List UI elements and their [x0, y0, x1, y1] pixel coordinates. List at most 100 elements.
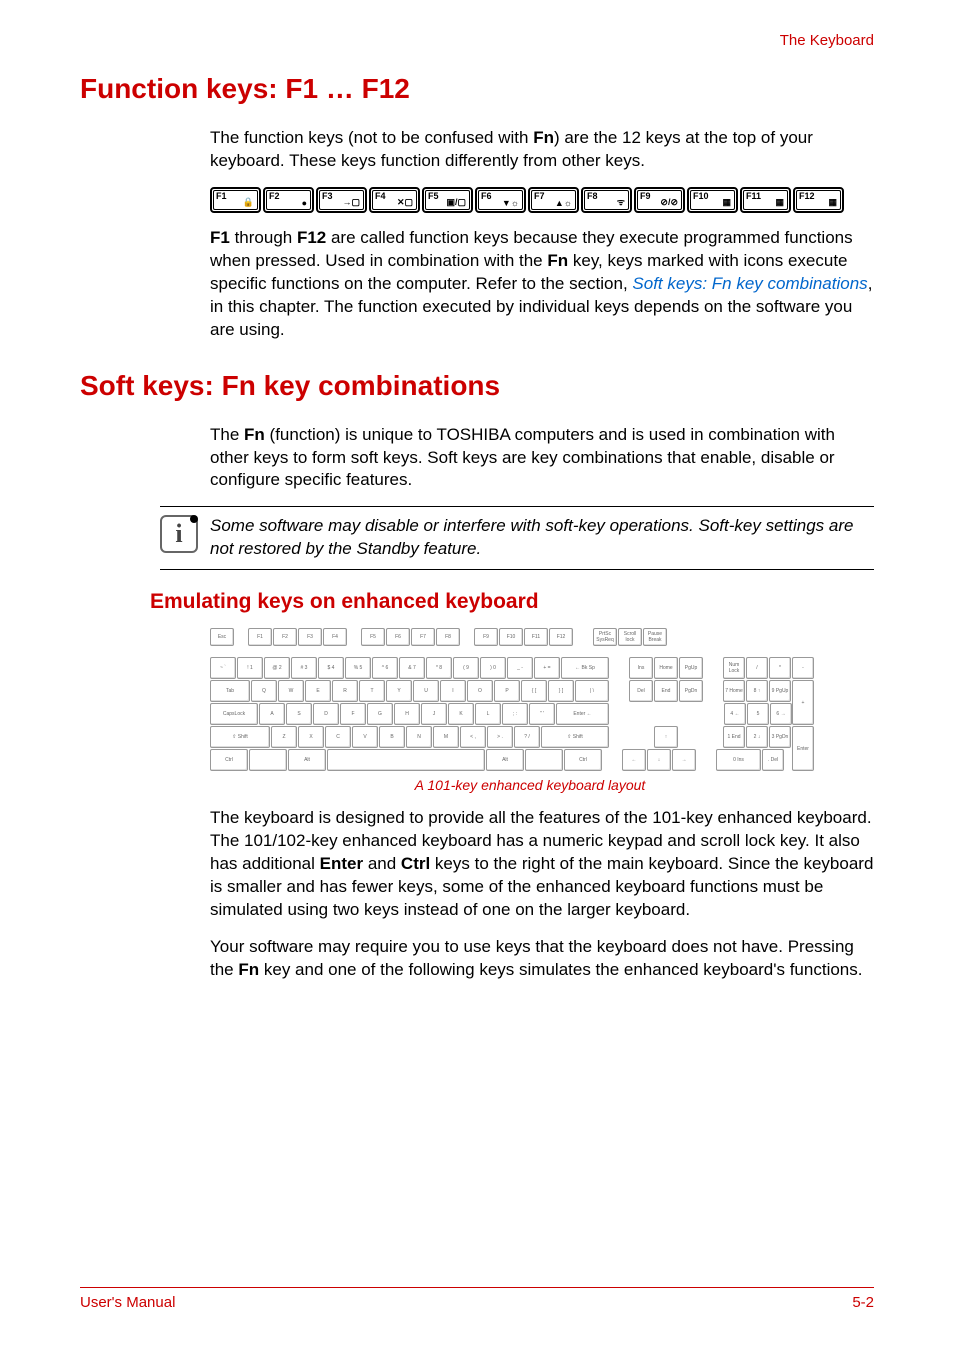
kb-key: @ 2 [264, 657, 290, 679]
kb-key: ; : [502, 703, 528, 725]
kb-key: Alt [288, 749, 326, 771]
function-key: F3→▢ [316, 187, 367, 213]
kb-key: $ 4 [318, 657, 344, 679]
kb-key: L [475, 703, 501, 725]
text: (function) is unique to TOSHIBA computer… [210, 425, 835, 490]
kb-key: J [421, 703, 447, 725]
section1-para1: The function keys (not to be confused wi… [210, 127, 874, 173]
kb-key: C [325, 726, 351, 748]
kb-key: 5 [747, 703, 769, 725]
kb-key: Pause Break [643, 628, 667, 646]
kb-key: Z [271, 726, 297, 748]
function-key: F4✕▢ [369, 187, 420, 213]
kb-key: { [ [521, 680, 547, 702]
note-text: Some software may disable or interfere w… [210, 515, 874, 561]
function-key: F10▦ [687, 187, 738, 213]
kb-key: F9 [474, 628, 498, 646]
kb-key: F8 [436, 628, 460, 646]
kb-key: < , [460, 726, 486, 748]
kb-key: ↓ [647, 749, 671, 771]
kb-key: | \ [575, 680, 609, 702]
kb-key: T [359, 680, 385, 702]
kb-key: ← [622, 749, 646, 771]
kb-key: E [305, 680, 331, 702]
note-block: i Some software may disable or interfere… [160, 506, 874, 570]
function-keys-figure: F1🔒F2●F3→▢F4✕▢F5▣/▢F6▼☼F7▲☼F8ᯤF9⊘/⊘F10▦F… [210, 187, 874, 213]
kb-key: P [494, 680, 520, 702]
section2-para1: The Fn (function) is unique to TOSHIBA c… [210, 424, 874, 493]
kb-key: ← Bk Sp [561, 657, 609, 679]
text-bold: Ctrl [401, 854, 430, 873]
kb-key: PgUp [679, 657, 703, 679]
kb-key: F2 [273, 628, 297, 646]
text-bold: Enter [320, 854, 363, 873]
kb-key: ↑ [654, 726, 678, 748]
kb-key: Ctrl [564, 749, 602, 771]
function-key: F2● [263, 187, 314, 213]
footer-left: User's Manual [80, 1294, 175, 1311]
section1-title: Function keys: F1 … F12 [80, 73, 874, 105]
function-key: F7▲☼ [528, 187, 579, 213]
function-key: F6▼☼ [475, 187, 526, 213]
text-bold: Fn [244, 425, 265, 444]
section3-title: Emulating keys on enhanced keyboard [150, 590, 874, 614]
kb-key: Alt [486, 749, 524, 771]
kb-key: ) 0 [480, 657, 506, 679]
kb-key: + = [534, 657, 560, 679]
kb-key: * [769, 657, 791, 679]
section3-para1: The keyboard is designed to provide all … [210, 807, 874, 922]
function-key: F11▦ [740, 187, 791, 213]
kb-key: Q [251, 680, 277, 702]
kb-key: B [379, 726, 405, 748]
kb-key: Ctrl [210, 749, 248, 771]
kb-key: F4 [323, 628, 347, 646]
text: key and one of the following keys simula… [259, 960, 862, 979]
kb-key: → [672, 749, 696, 771]
kb-key: ^ 6 [372, 657, 398, 679]
kb-key: ( 9 [453, 657, 479, 679]
kb-key: PgDn [679, 680, 703, 702]
kb-key: & 7 [399, 657, 425, 679]
kb-key: } ] [548, 680, 574, 702]
section1-para2: F1 through F12 are called function keys … [210, 227, 874, 342]
text: The function keys (not to be confused wi… [210, 128, 533, 147]
kb-key: ! 1 [237, 657, 263, 679]
kb-key: Esc [210, 628, 234, 646]
link-soft-keys[interactable]: Soft keys: Fn key combinations [632, 274, 867, 293]
kb-key: Enter ← [556, 703, 609, 725]
kb-key: 3 PgDn [769, 726, 791, 748]
text: through [230, 228, 297, 247]
kb-key: " ' [529, 703, 555, 725]
text-bold: F1 [210, 228, 230, 247]
kb-key: F11 [524, 628, 548, 646]
page-footer: User's Manual 5-2 [80, 1287, 874, 1311]
kb-key: F1 [248, 628, 272, 646]
kb-key: Enter [792, 726, 814, 771]
kb-key: I [440, 680, 466, 702]
kb-key: U [413, 680, 439, 702]
kb-key: 4 ← [724, 703, 746, 725]
kb-key: F [340, 703, 366, 725]
kb-key: 8 ↑ [746, 680, 768, 702]
kb-key: 2 ↓ [746, 726, 768, 748]
kb-key: F12 [549, 628, 573, 646]
kb-key: End [654, 680, 678, 702]
kb-key: S [286, 703, 312, 725]
kb-key: ? / [514, 726, 540, 748]
function-key: F8ᯤ [581, 187, 632, 213]
kb-key: Num Lock [723, 657, 745, 679]
figure-caption: A 101-key enhanced keyboard layout [210, 777, 850, 793]
kb-key: % 5 [345, 657, 371, 679]
kb-key: Del [629, 680, 653, 702]
kb-key: Home [654, 657, 678, 679]
keyboard-layout-figure: EscF1F2F3F4F5F6F7F8F9F10F11F12PrtSc SysR… [210, 628, 850, 771]
info-icon: i [160, 515, 198, 553]
kb-key: . Del [762, 749, 784, 771]
section2-title: Soft keys: Fn key combinations [80, 370, 874, 402]
kb-key: F3 [298, 628, 322, 646]
kb-key: ⇧ Shift [210, 726, 270, 748]
footer-right: 5-2 [852, 1294, 874, 1311]
function-key: F9⊘/⊘ [634, 187, 685, 213]
kb-key: Scroll lock [618, 628, 642, 646]
kb-key: D [313, 703, 339, 725]
